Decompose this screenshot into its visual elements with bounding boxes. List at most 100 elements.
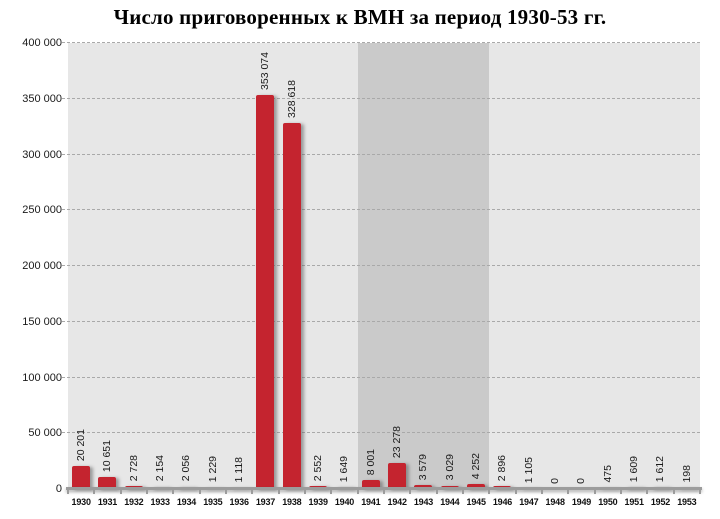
y-axis-tick-label: 0 bbox=[55, 483, 62, 495]
x-axis-tick-mark bbox=[330, 490, 333, 494]
x-axis-tick-mark bbox=[620, 490, 622, 494]
bar-1938 bbox=[282, 122, 301, 489]
bar-value-label-1933: 2 154 bbox=[153, 455, 166, 482]
bar-1937 bbox=[256, 95, 275, 489]
bar-value-label-1932: 2 728 bbox=[127, 454, 140, 481]
bar-slot-1936: 1 118 bbox=[226, 43, 252, 489]
y-axis-tick-label: 300 000 bbox=[22, 148, 62, 161]
gridline bbox=[62, 42, 700, 43]
x-axis-tick-label-1937: 1937 bbox=[255, 497, 276, 507]
gridline bbox=[62, 376, 700, 378]
x-axis-tick-mark bbox=[646, 490, 649, 494]
y-axis-tick-label: 100 000 bbox=[22, 371, 62, 384]
x-axis-tick-label-1932: 1932 bbox=[124, 497, 144, 507]
bar-1942 bbox=[388, 463, 407, 489]
x-axis-tick-label-1943: 1943 bbox=[413, 497, 434, 507]
gridline bbox=[62, 209, 700, 211]
x-axis-tick-mark bbox=[93, 490, 96, 494]
bar-slot-1953: 198 bbox=[674, 43, 700, 489]
bar-value-label-1942: 23 278 bbox=[390, 425, 403, 459]
bar-value-label-1938: 328 618 bbox=[285, 79, 298, 118]
bar-value-label-1931: 10 651 bbox=[101, 440, 114, 473]
war-years-highlight-band bbox=[357, 43, 490, 489]
bar-slot-1952: 1 612 bbox=[647, 43, 673, 489]
x-axis-tick-mark bbox=[67, 490, 69, 494]
y-axis-tick-label: 150 000 bbox=[22, 315, 62, 328]
bar-slot-1946: 2 896 bbox=[489, 43, 515, 489]
x-axis-tick-label-1951: 1951 bbox=[624, 497, 644, 507]
x-axis-tick-label-1950: 1950 bbox=[598, 497, 618, 507]
bar-slot-1943: 3 579 bbox=[410, 43, 436, 489]
bar-slot-1944: 3 029 bbox=[437, 43, 463, 489]
bar-slot-1941: 8 001 bbox=[358, 43, 384, 489]
x-axis-tick-mark bbox=[304, 490, 306, 494]
bar-value-label-1952: 1 612 bbox=[654, 455, 667, 483]
x-axis-tick-label-1931: 1931 bbox=[97, 497, 118, 507]
bar-value-label-1941: 8 001 bbox=[364, 448, 377, 476]
x-axis-tick-mark bbox=[567, 490, 570, 494]
bar-slot-1932: 2 728 bbox=[121, 43, 147, 489]
bar-slot-1938: 328 618 bbox=[279, 43, 305, 489]
x-axis-tick-mark bbox=[383, 490, 385, 494]
bar-value-label-1947: 1 105 bbox=[522, 456, 535, 483]
x-axis-tick-label-1952: 1952 bbox=[650, 497, 671, 507]
bar-slot-1951: 1 609 bbox=[621, 43, 647, 489]
bar-value-label-1943: 3 579 bbox=[417, 453, 430, 481]
x-axis-tick-label-1948: 1948 bbox=[545, 497, 565, 507]
x-axis-tick-mark bbox=[409, 490, 412, 494]
gridline bbox=[62, 153, 700, 155]
x-axis-tick-mark bbox=[198, 490, 201, 494]
x-axis-tick-mark bbox=[488, 490, 491, 494]
bar-slot-1935: 1 229 bbox=[200, 43, 226, 489]
gridline bbox=[62, 320, 700, 322]
y-axis-tick-label: 350 000 bbox=[22, 92, 62, 105]
bar-slot-1942: 23 278 bbox=[384, 43, 410, 489]
bar-value-label-1945: 4 252 bbox=[469, 452, 482, 480]
gridline bbox=[62, 432, 700, 434]
bar-value-label-1937: 353 074 bbox=[259, 52, 272, 91]
x-axis-tick-mark bbox=[251, 490, 254, 494]
bar-1930 bbox=[72, 466, 91, 489]
bar-slot-1933: 2 154 bbox=[147, 43, 173, 489]
plot-area: 20 201 10 651 2 728 2 154 2 056 1 229 1 118 353… bbox=[62, 42, 700, 489]
bar-slot-1940: 1 649 bbox=[331, 43, 357, 489]
y-axis-tick-label: 50 000 bbox=[28, 427, 62, 440]
bar-slot-1947: 1 105 bbox=[516, 43, 542, 489]
bar-value-label-1936: 1 118 bbox=[232, 457, 245, 483]
bar-value-label-1948: 0 bbox=[548, 478, 561, 484]
bar-value-label-1951: 1 609 bbox=[627, 455, 640, 483]
bar-slot-1948: 0 bbox=[542, 43, 568, 489]
bars-row: 20 201 10 651 2 728 2 154 2 056 1 229 1 118 353… bbox=[68, 43, 700, 489]
bar-value-label-1940: 1 649 bbox=[338, 455, 351, 483]
x-axis-tick-label-1947: 1947 bbox=[519, 497, 539, 507]
x-axis-tick-mark bbox=[277, 490, 280, 494]
x-axis-tick-label-1940: 1940 bbox=[334, 497, 355, 507]
x-axis-tick-mark bbox=[462, 490, 464, 494]
bar-value-label-1949: 0 bbox=[575, 478, 588, 484]
x-axis-tick-mark bbox=[172, 490, 175, 494]
bar-value-label-1944: 3 029 bbox=[443, 454, 456, 481]
x-axis-tick-mark bbox=[119, 490, 122, 494]
bar-slot-1950: 475 bbox=[595, 43, 621, 489]
x-axis-tick-mark bbox=[225, 490, 227, 494]
x-axis-tick-label-1930: 1930 bbox=[71, 497, 91, 507]
bar-slot-1945: 4 252 bbox=[463, 43, 489, 489]
bar-slot-1937: 353 074 bbox=[252, 43, 278, 489]
bar-value-label-1934: 2 056 bbox=[180, 455, 193, 482]
bar-slot-1931: 10 651 bbox=[94, 43, 120, 489]
x-axis-tick-mark bbox=[435, 490, 438, 494]
x-axis-tick-label-1941: 1941 bbox=[361, 497, 381, 507]
bar-value-label-1935: 1 229 bbox=[206, 456, 219, 483]
bar-value-label-1953: 198 bbox=[680, 465, 693, 483]
x-axis-tick-label-1944: 1944 bbox=[440, 497, 460, 507]
bar-value-label-1950: 475 bbox=[601, 465, 614, 483]
bar-1931 bbox=[98, 477, 117, 489]
x-axis-tick-label-1942: 1942 bbox=[387, 497, 407, 507]
bar-1945 bbox=[467, 484, 486, 489]
x-axis-tick-label-1934: 1934 bbox=[176, 497, 197, 507]
bar-value-label-1939: 2 552 bbox=[311, 454, 324, 482]
x-axis-tick-label-1936: 1936 bbox=[229, 497, 249, 507]
x-axis-tick-label-1949: 1949 bbox=[571, 497, 592, 507]
bar-slot-1949: 0 bbox=[568, 43, 594, 489]
